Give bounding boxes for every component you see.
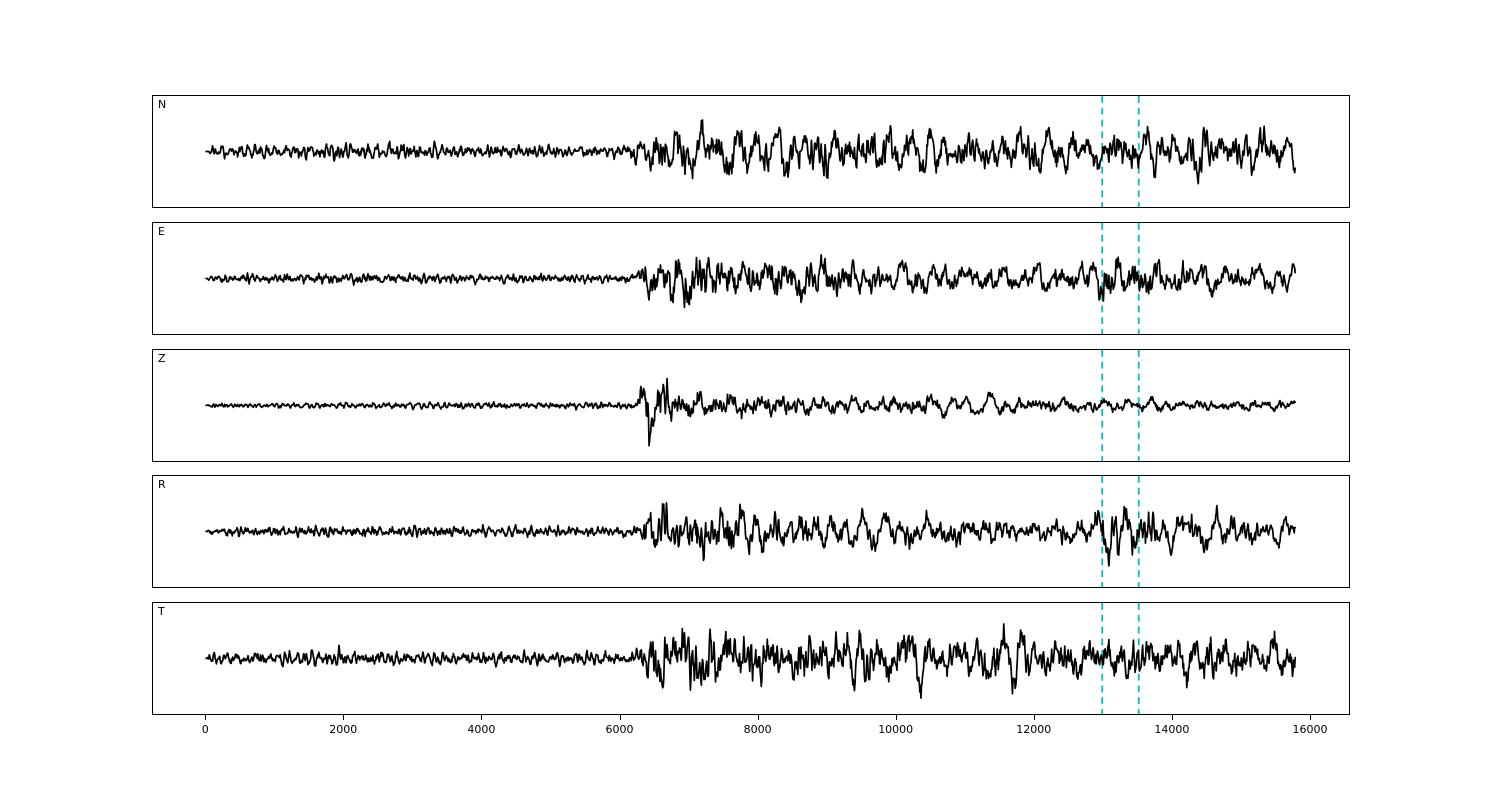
x-axis-tick bbox=[481, 715, 483, 720]
waveform-plot bbox=[205, 96, 1297, 207]
panel-label: N bbox=[158, 98, 167, 111]
x-axis: 0 2000 4000 6000 8000 10000 12000 14000 16000 bbox=[152, 715, 1350, 747]
x-axis-tick-label: 8000 bbox=[743, 723, 772, 736]
waveform-panel-T: T bbox=[152, 602, 1350, 715]
waveform-panel-R: R bbox=[152, 475, 1350, 589]
x-axis-tick-label: 12000 bbox=[1016, 723, 1052, 736]
waveform-panel-N: N bbox=[152, 95, 1350, 208]
x-axis-tick-label: 14000 bbox=[1154, 723, 1190, 736]
trace-line-E bbox=[205, 253, 1297, 308]
x-axis-tick-label: 6000 bbox=[605, 723, 634, 736]
x-axis-tick-label: 10000 bbox=[878, 723, 914, 736]
trace-line-R bbox=[205, 502, 1297, 567]
x-axis-tick bbox=[619, 715, 621, 720]
x-axis-tick bbox=[1171, 715, 1173, 720]
x-axis-tick-label: 2000 bbox=[329, 723, 358, 736]
panel-label: E bbox=[158, 224, 165, 238]
waveform-panel-E: E bbox=[152, 221, 1350, 335]
trace-line-Z bbox=[205, 377, 1297, 447]
waveform-plot bbox=[205, 476, 1297, 588]
x-axis-tick-label: 0 bbox=[201, 723, 209, 736]
x-axis-tick bbox=[757, 715, 759, 720]
trace-line-T bbox=[205, 623, 1297, 699]
x-axis-tick bbox=[1033, 715, 1035, 720]
x-axis-tick bbox=[1310, 715, 1311, 720]
x-axis-tick-label: 4000 bbox=[467, 723, 496, 736]
panel-label: Z bbox=[158, 351, 166, 365]
trace-line-N bbox=[205, 119, 1297, 185]
waveform-panel-Z: Z bbox=[152, 348, 1350, 462]
panel-label: T bbox=[158, 605, 165, 618]
x-axis-tick bbox=[895, 715, 897, 720]
waveform-plot bbox=[205, 603, 1297, 714]
x-axis-tick-label: 16000 bbox=[1292, 723, 1328, 736]
x-axis-tick bbox=[343, 715, 345, 720]
x-axis-tick bbox=[205, 715, 207, 720]
panel-label: R bbox=[158, 478, 166, 492]
waveform-plot bbox=[205, 222, 1297, 334]
waveform-plot bbox=[205, 349, 1297, 461]
